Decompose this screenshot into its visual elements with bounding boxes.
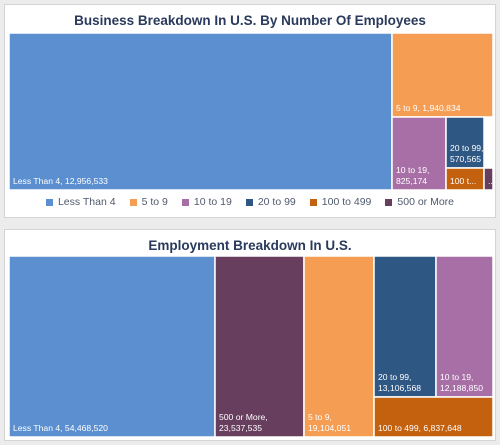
legend-swatch [309,198,317,206]
legend-swatch [129,198,137,206]
tile-rect [391,32,494,118]
tile-label: 10 to 19, 825,174 [396,165,429,186]
tile-label: 100 to 499, 6,837,648 [378,423,462,433]
legend-label: 100 to 499 [321,196,372,208]
tile-20-to-99: 20 to 99, 570,565 [445,116,485,169]
legend-label: 20 to 99 [257,196,296,208]
tile-label: 100 t... [450,176,476,186]
legend-item-less-than-4: Less Than 4 [45,196,116,208]
chart-title: Business Breakdown In U.S. By Number Of … [74,13,426,28]
tile-label: 5 to 9, 1,940,834 [396,103,461,113]
tile-rect [435,255,494,398]
tile-label: 20 to 99, 13,106,568 [378,372,421,393]
tile-label: 500 or More, 23,537,535 [219,412,268,433]
legend-swatch [245,198,253,206]
tile-rect [8,32,393,191]
tile-rect [8,255,216,438]
tile-label: ... [488,176,495,186]
tile-10-to-19: 10 to 19, 12,188,850 [435,255,494,398]
legend-label: 5 to 9 [141,196,168,208]
tile-500-or-more: 500 or More, 23,537,535 [214,255,305,438]
tile-rect [445,116,485,169]
legend-item-10-to-19: 10 to 19 [181,196,232,208]
employment-treemap: Less Than 4, 54,468,520 500 or More, 23,53… [8,255,494,438]
tile-20-to-99: 20 to 99, 13,106,568 [373,255,437,398]
tile-10-to-19: 10 to 19, 825,174 [391,116,447,191]
legend-item-20-to-99: 20 to 99 [245,196,296,208]
legend-swatch [385,198,393,206]
business-treemap: Less Than 4, 12,956,533 5 to 9, 1,940,834… [8,32,495,191]
tile-less-than-4: Less Than 4, 12,956,533 [8,32,393,191]
legend-swatch [45,198,53,206]
business-chart-panel: Business Breakdown In U.S. By Number Of … [4,4,496,218]
legend-label: Less Than 4 [57,196,116,208]
employment-chart-panel: Employment Breakdown In U.S. Less Than 4… [4,229,496,441]
tile-rect [373,396,494,438]
tile-label: 5 to 9, 19,104,051 [308,412,351,433]
tile-5-to-9: 5 to 9, 19,104,051 [303,255,375,438]
legend-label: 10 to 19 [193,196,232,208]
tile-label: 10 to 19, 12,188,850 [440,372,483,393]
tile-rect [373,255,437,398]
tile-100-to-499: 100 to 499, 6,837,648 [373,396,494,438]
tile-rect [214,255,305,438]
legend-label: 500 or More [397,196,455,208]
legend-item-500-or-more: 500 or More [385,196,454,208]
tile-rect [391,116,447,191]
tile-500-or-more: ... [483,167,495,191]
tile-label: Less Than 4, 12,956,533 [13,176,108,186]
tile-label: 20 to 99, 570,565 [450,143,483,164]
legend-swatch [181,198,189,206]
legend-item-100-to-499: 100 to 499 [309,196,372,208]
legend: Less Than 4 5 to 9 10 to 19 20 to 99 100 to … [5,196,495,208]
tile-rect [483,167,494,191]
chart-title: Employment Breakdown In U.S. [148,238,352,253]
tile-label: Less Than 4, 54,468,520 [13,423,108,433]
tile-less-than-4: Less Than 4, 54,468,520 [8,255,216,438]
tile-100-to-499: 100 t... [445,167,485,191]
tile-5-to-9: 5 to 9, 1,940,834 [391,32,494,118]
tile-rect [303,255,375,438]
legend-item-5-to-9: 5 to 9 [129,196,168,208]
